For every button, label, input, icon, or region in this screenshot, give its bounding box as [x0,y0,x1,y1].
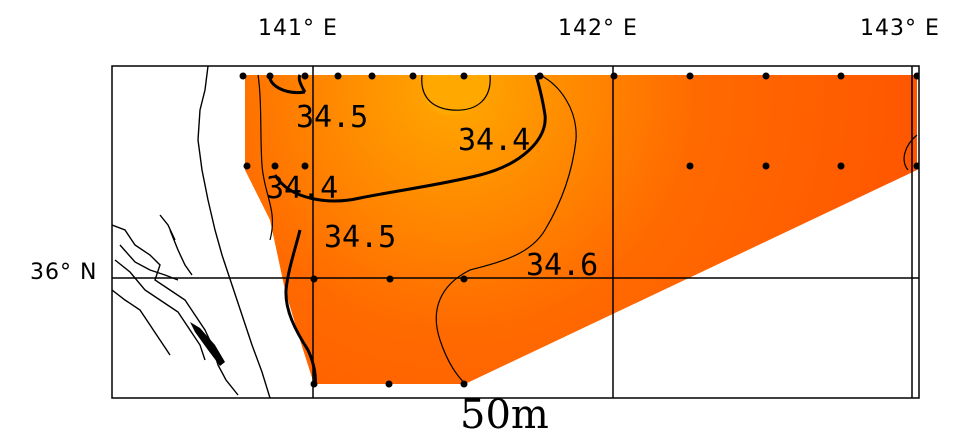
salinity-core [423,75,491,115]
coastline [197,66,271,398]
longitude-label-143: 143° E [860,16,940,41]
salinity-field [245,75,917,384]
contour-label-34-6: 34.6 [526,248,598,283]
graticule [112,66,919,398]
lagoon [190,322,225,366]
coastline-inlet [112,214,239,396]
contour-label-34-5-north: 34.5 [296,100,368,135]
depth-label: 50m [460,392,549,438]
longitude-label-142: 142° E [558,16,638,41]
map-frame [111,65,920,399]
contour-label-34-4-west: 34.4 [266,171,338,206]
contour-label-34-4-east: 34.4 [458,123,530,158]
contour-label-34-5-south: 34.5 [324,220,396,255]
stations [239,72,919,388]
latitude-label-36: 36° N [30,260,98,285]
longitude-label-141: 141° E [258,16,338,41]
contours [257,74,918,385]
